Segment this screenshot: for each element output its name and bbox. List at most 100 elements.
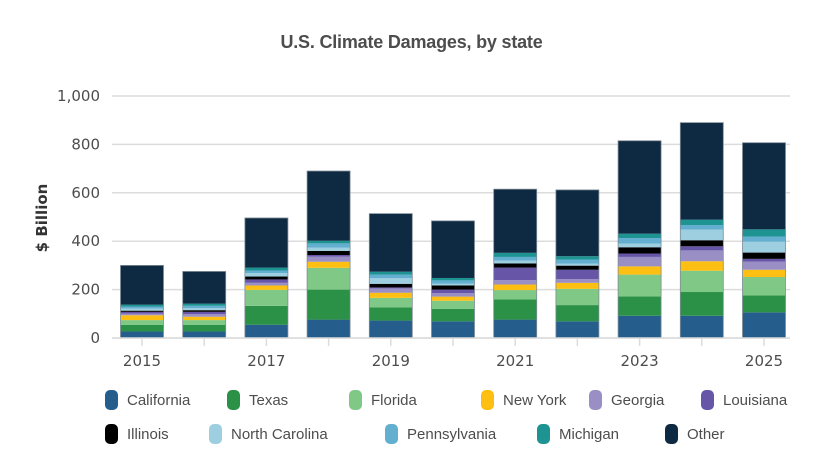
bar-segment-new-york xyxy=(369,292,413,298)
bar-segment-california xyxy=(120,331,164,338)
bar-segment-florida xyxy=(680,270,724,293)
legend-label: Texas xyxy=(249,391,289,409)
bar-segment-new-york xyxy=(680,261,724,271)
x-tick-label: 2021 xyxy=(496,352,534,370)
bar-segment-north-carolina xyxy=(120,308,164,311)
bar-segment-georgia xyxy=(680,250,724,262)
bars xyxy=(120,122,786,339)
legend-item-georgia: Georgia xyxy=(589,390,701,410)
bar-stack-2016 xyxy=(182,271,227,339)
bar-segment-texas xyxy=(369,307,413,321)
legend-label: Louisiana xyxy=(723,391,788,409)
bar-segment-pennsylvania xyxy=(307,243,351,248)
bar-segment-georgia xyxy=(244,282,288,286)
bar-segment-louisiana xyxy=(120,311,164,314)
bar-stack-2018 xyxy=(306,170,351,339)
bar-stack-2024 xyxy=(679,122,724,339)
bar-segment-florida xyxy=(182,320,226,325)
bar-segment-other xyxy=(244,217,288,268)
bar-segment-pennsylvania xyxy=(618,238,662,244)
bar-segment-california xyxy=(680,315,724,338)
bar-stack-2025 xyxy=(742,142,786,339)
x-tick-label: 2017 xyxy=(247,352,285,370)
bar-segment-north-carolina xyxy=(493,260,537,264)
bar-segment-louisiana xyxy=(742,258,786,262)
bar-segment-other xyxy=(555,189,599,257)
bar-segment-texas xyxy=(182,324,226,332)
y-tick-label: 600 xyxy=(71,184,100,202)
legend-item-illinois: Illinois xyxy=(105,424,209,444)
bar-stack-2020 xyxy=(431,220,475,339)
bar-segment-pennsylvania xyxy=(493,256,537,261)
bar-segment-illinois xyxy=(493,263,537,268)
bar-segment-illinois xyxy=(369,283,413,288)
bar-stack-2019 xyxy=(368,213,413,339)
bar-segment-california xyxy=(742,312,786,338)
bar-segment-michigan xyxy=(369,271,413,275)
legend-row: Illinois North Carolina Pennsylvania Michig… xyxy=(105,417,805,451)
bar-segment-pennsylvania xyxy=(431,280,475,284)
y-tick-label: 400 xyxy=(71,232,100,250)
legend-swatch xyxy=(537,424,550,444)
bar-segment-illinois xyxy=(120,310,164,312)
bar-segment-new-york xyxy=(555,282,599,289)
bar-segment-louisiana xyxy=(493,267,537,281)
bar-segment-california xyxy=(555,321,599,338)
legend-item-other: Other xyxy=(665,424,745,444)
legend-label: New York xyxy=(503,391,567,409)
bar-segment-illinois xyxy=(742,252,786,259)
bar-segment-michigan xyxy=(307,240,351,244)
bar-segment-new-york xyxy=(493,284,537,291)
chart-title: U.S. Climate Damages, by state xyxy=(280,32,543,52)
legend-label: California xyxy=(127,391,191,409)
bar-stack-2022 xyxy=(555,189,600,339)
x-tick-label: 2019 xyxy=(372,352,410,370)
bar-segment-georgia xyxy=(493,280,537,285)
bar-segment-other xyxy=(120,265,164,305)
bar-segment-illinois xyxy=(431,285,475,290)
bar-segment-california xyxy=(618,315,662,338)
bar-segment-florida xyxy=(555,288,599,306)
bar-stack-2021 xyxy=(493,188,538,339)
legend-swatch xyxy=(105,424,118,444)
bar-segment-pennsylvania xyxy=(742,236,786,242)
x-tick-label: 2025 xyxy=(745,352,783,370)
bar-segment-new-york xyxy=(431,296,475,301)
bar-stack-2023 xyxy=(617,140,662,339)
legend-label: Florida xyxy=(371,391,417,409)
bar-segment-louisiana xyxy=(555,269,599,280)
bar-segment-michigan xyxy=(742,229,786,237)
bar-segment-illinois xyxy=(680,240,724,247)
bar-segment-florida xyxy=(307,267,351,290)
bar-segment-other xyxy=(680,122,724,220)
bar-segment-michigan xyxy=(555,256,599,260)
bar-segment-north-carolina xyxy=(618,243,662,248)
bar-segment-texas xyxy=(555,305,599,322)
legend-item-pennsylvania: Pennsylvania xyxy=(385,424,537,444)
bar-segment-new-york xyxy=(307,261,351,268)
legend-item-michigan: Michigan xyxy=(537,424,665,444)
bar-segment-georgia xyxy=(369,288,413,293)
bar-segment-illinois xyxy=(618,247,662,254)
bar-segment-texas xyxy=(742,295,786,313)
bar-segment-florida xyxy=(244,289,288,306)
x-axis-ticks: 2015 2017 2019 2021 2023 2025 xyxy=(112,337,790,370)
bar-segment-georgia xyxy=(307,256,351,262)
bar-segment-louisiana xyxy=(182,311,226,315)
bar-segment-louisiana xyxy=(307,254,351,257)
bar-segment-other xyxy=(182,271,226,304)
bar-segment-north-carolina xyxy=(680,229,724,241)
bar-segment-california xyxy=(369,320,413,338)
legend-label: North Carolina xyxy=(231,425,328,443)
bar-segment-louisiana xyxy=(369,287,413,289)
legend-label: Michigan xyxy=(559,425,620,443)
bar-segment-california xyxy=(307,319,351,338)
bar-segment-illinois xyxy=(555,265,599,270)
bar-segment-pennsylvania xyxy=(555,259,599,264)
bar-segment-california xyxy=(493,319,537,338)
legend-label: Pennsylvania xyxy=(407,425,497,443)
legend-swatch xyxy=(385,424,398,444)
bar-segment-other xyxy=(618,140,662,234)
y-axis-ticks: 0 200 400 600 800 1,000 xyxy=(57,87,100,347)
